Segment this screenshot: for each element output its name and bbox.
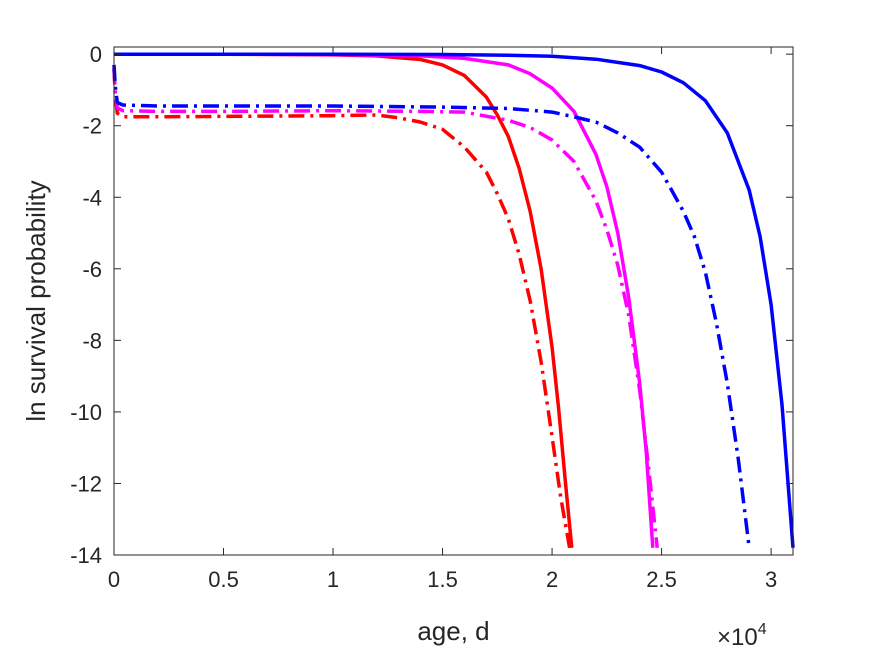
series-line-5 [114,52,795,548]
x-tick-label: 2 [546,567,558,592]
axes-box [113,46,794,556]
y-tick-label: -2 [82,114,102,139]
x-exponent-label: ×104 [717,621,767,651]
series-line-6 [112,64,751,549]
tick-layer: 0 0.5 1 1.5 2 2.5 3 0 -2 -4 -6 -8 -10 -12 -14 [70,42,793,592]
x-axis-label: age, d [417,616,489,646]
plot-area [114,47,793,555]
x-exponent-base: ×10 [717,624,758,651]
y-axis-label: ln survival probability [21,180,51,421]
x-tick-label: 3 [765,567,777,592]
series-layer [112,52,795,549]
y-tick-label: -8 [82,328,102,353]
y-tick-label: -12 [70,471,102,496]
series-line-2 [112,68,572,549]
series-line-4 [112,68,659,548]
y-tick-label: 0 [90,42,102,67]
x-tick-label: 2.5 [646,567,677,592]
x-exponent-power: 4 [758,621,767,638]
x-tick-label: 0 [108,567,120,592]
y-tick-label: -4 [82,185,102,210]
y-tick-label: -10 [70,400,102,425]
y-tick-label: -14 [70,543,102,568]
x-tick-label: 0.5 [208,567,239,592]
x-tick-label: 1.5 [427,567,458,592]
y-tick-label: -6 [82,257,102,282]
x-tick-label: 1 [327,567,339,592]
